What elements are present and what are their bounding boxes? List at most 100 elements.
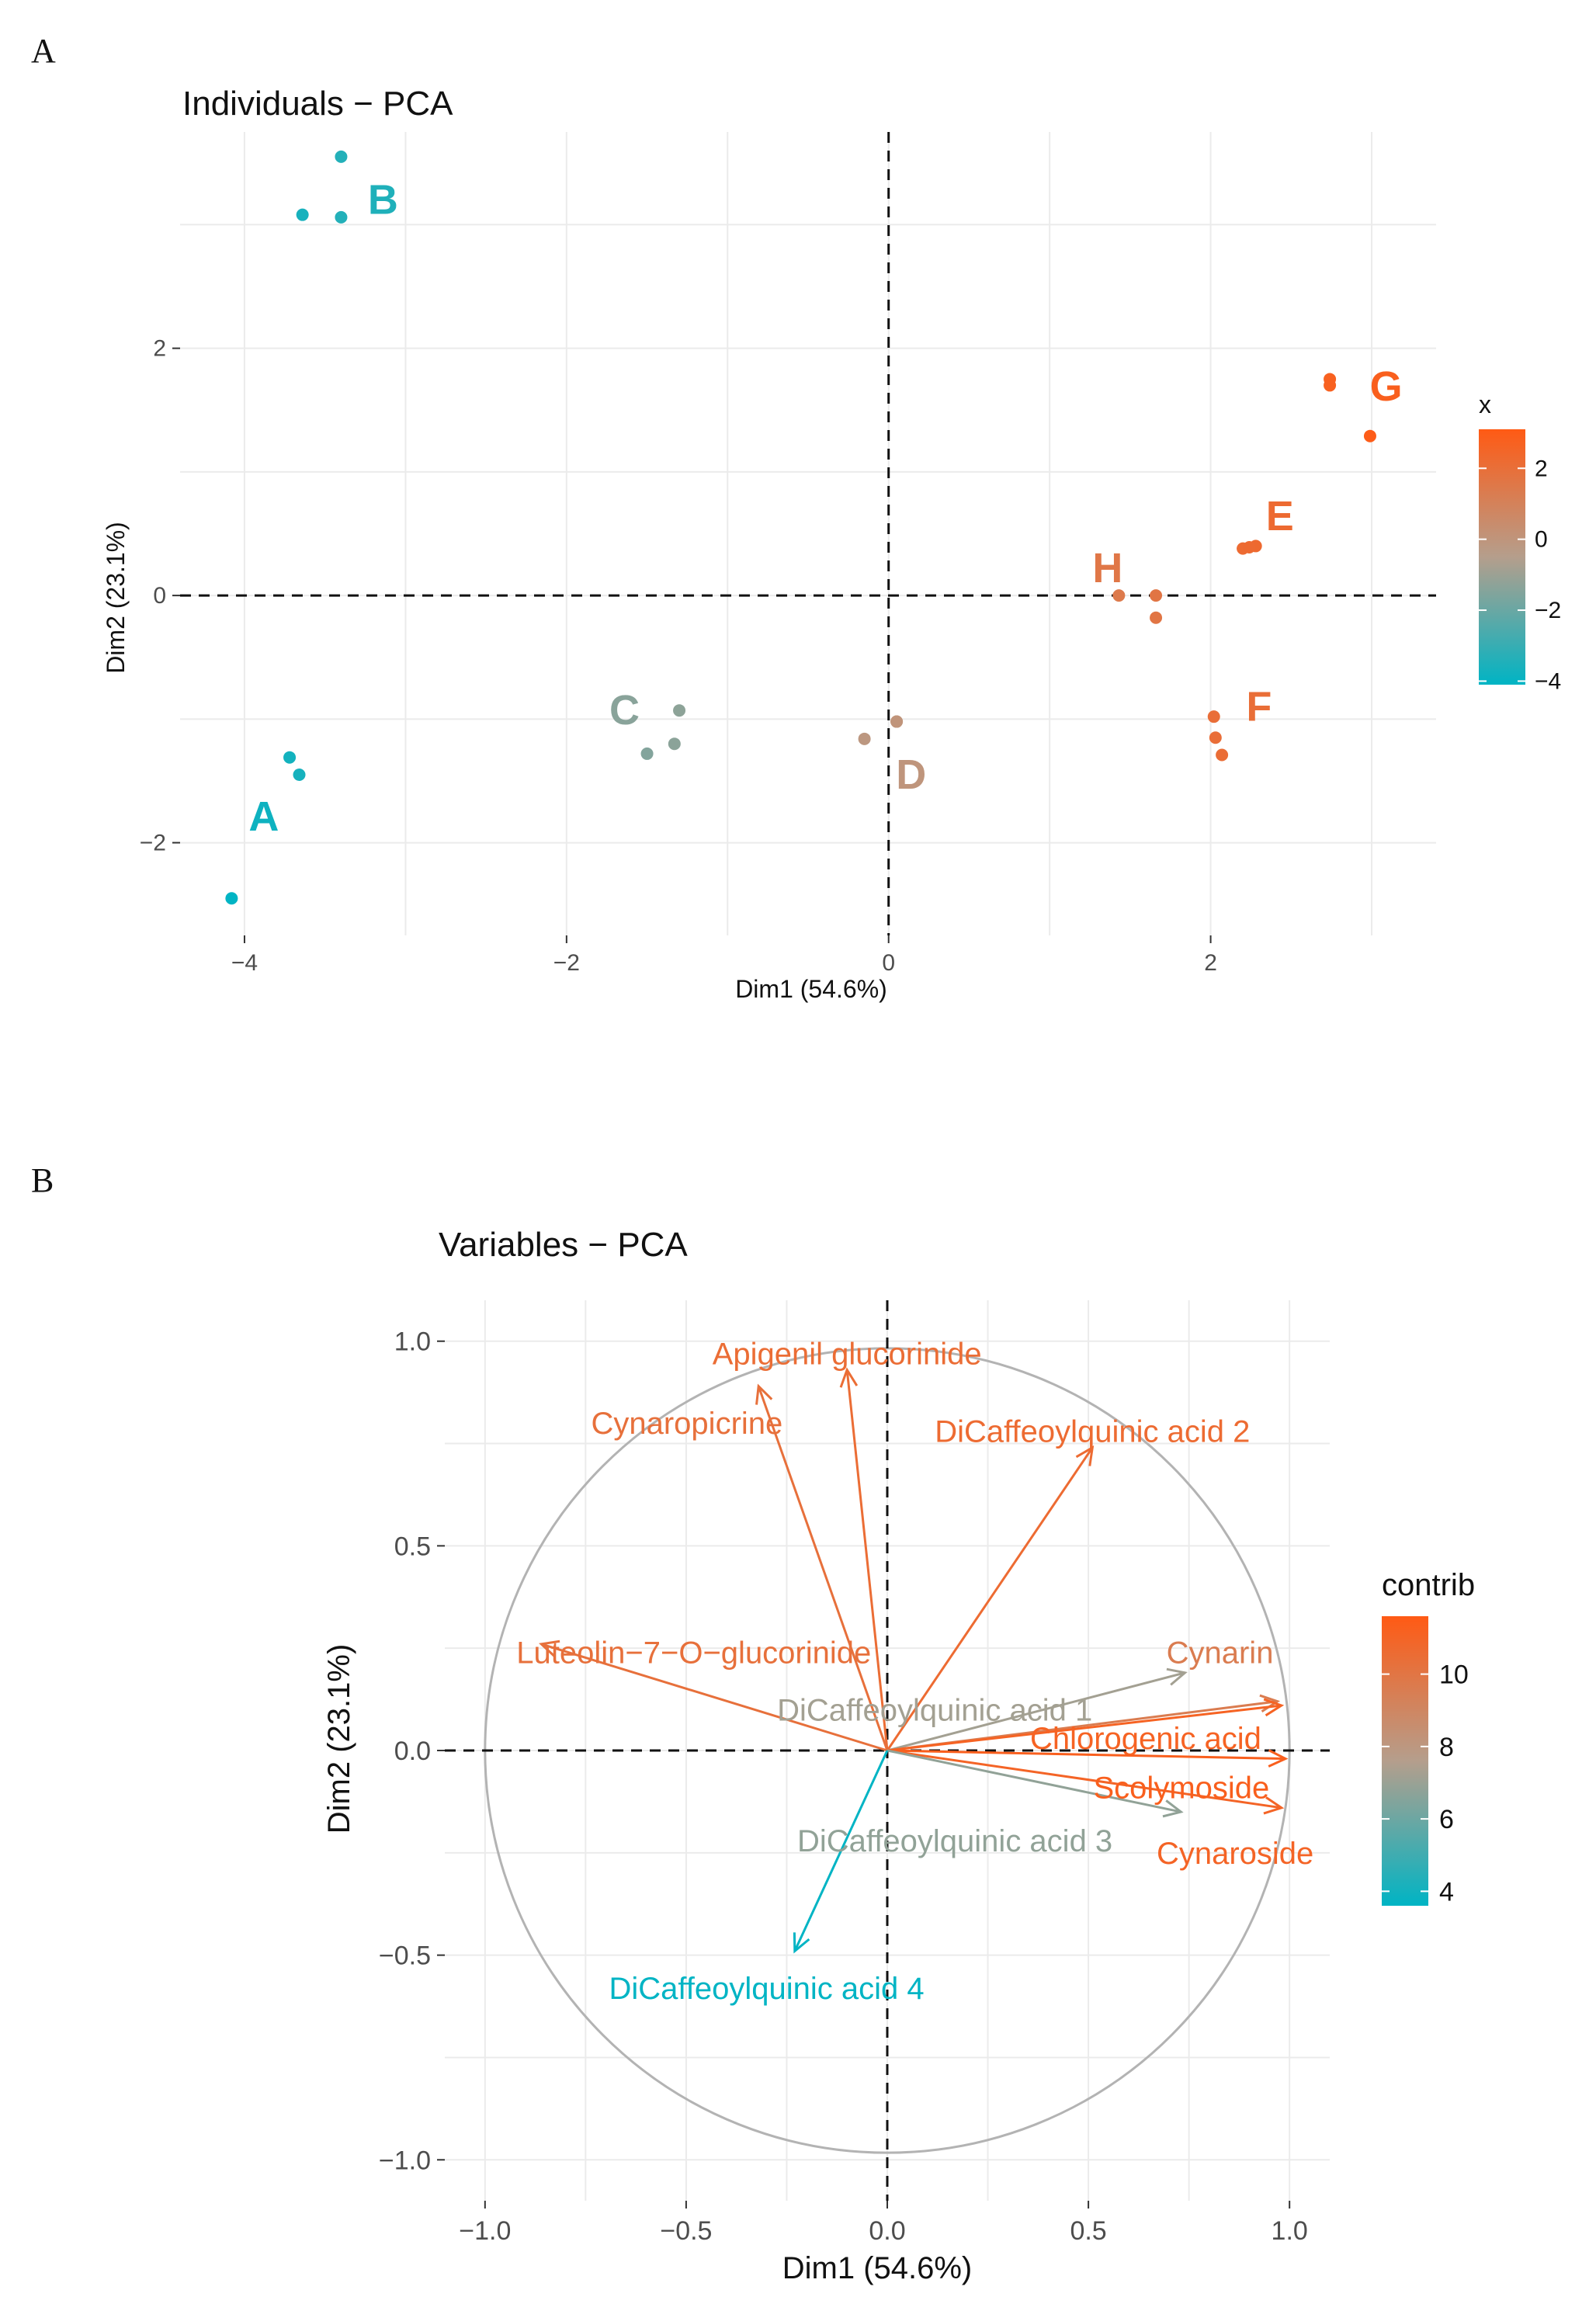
point-g-2 [1324, 379, 1337, 392]
point-a-2 [293, 769, 306, 781]
chart-a-group-labels: A B C D E F G H [248, 177, 1402, 841]
chart-a-x-axis-label: Dim1 (54.6%) [735, 975, 887, 1003]
arrow-head-dicaffeoylquinic-acid-4 [793, 1932, 810, 1954]
variables-pca-chart: Variables − PCA −1.0 −0.5 0.0 0.5 1.0 1.0 0.5 0… [322, 1226, 1475, 2285]
chart-b-x-axis-label: Dim1 (54.6%) [782, 2251, 973, 2285]
x-tick-label: −0.5 [660, 2216, 712, 2246]
point-h-1 [1112, 589, 1126, 602]
arrow-shaft-scolymoside [886, 1749, 1286, 1761]
individuals-pca-chart: Individuals − PCA −4 −2 0 2 −2 0 2 A B C D E F G H Di… [102, 85, 1561, 1003]
point-f-3 [1216, 748, 1229, 762]
group-label-f: F [1246, 683, 1272, 730]
arrow-shaft-dicaffeoylquinic-acid-2 [886, 1446, 1094, 1751]
legend-b-tick-label: 10 [1439, 1660, 1469, 1690]
point-b-2 [296, 208, 309, 221]
y-tick-label: −2 [140, 831, 166, 856]
label-dicaffeoylquinic-acid-3: DiCaffeoylquinic acid 3 [797, 1824, 1112, 1858]
y-tick-label: 1.0 [394, 1327, 431, 1357]
chart-b-variable-arrows [539, 1367, 1289, 1954]
chart-a-gridlines [180, 132, 1436, 935]
x-tick-label: −4 [231, 950, 258, 976]
label-chlorogenic-acid: Chlorogenic acid [1030, 1722, 1261, 1756]
legend-b-colorbar [1382, 1616, 1428, 1906]
arrow-head-chlorogenic-acid [1263, 1698, 1285, 1717]
y-tick-label: 0.5 [394, 1532, 431, 1561]
arrow-head-dicaffeoylquinic-acid-3 [1162, 1799, 1184, 1818]
chart-b-color-legend: contrib 10 8 6 4 [1382, 1568, 1475, 1907]
chart-a-legend-title: x [1479, 390, 1491, 418]
legend-a-tick-label: 2 [1535, 456, 1548, 481]
point-b-3 [335, 210, 348, 224]
group-label-g: G [1370, 363, 1403, 410]
point-f-1 [1207, 710, 1220, 723]
point-e-3 [1243, 541, 1256, 554]
legend-a-tick-label: 0 [1535, 527, 1548, 553]
label-apigenil-glucorinide: Apigenil glucorinide [713, 1338, 982, 1372]
y-tick-label: −0.5 [379, 1941, 431, 1971]
legend-b-tick-label: 6 [1439, 1805, 1454, 1834]
x-tick-label: 0.5 [1070, 2216, 1106, 2246]
arrow-head-scolymoside [1268, 1749, 1289, 1768]
label-scolymoside: Scolymoside [1094, 1771, 1270, 1805]
chart-a-y-axis-label: Dim2 (23.1%) [102, 522, 130, 674]
label-dicaffeoylquinic-acid-2: DiCaffeoylquinic acid 2 [935, 1415, 1250, 1449]
label-cynaroside: Cynaroside [1157, 1837, 1313, 1871]
x-tick-label: −1.0 [459, 2216, 511, 2246]
x-tick-label: 2 [1204, 950, 1217, 976]
arrow-head-luteolin-7-o-glucorinide [539, 1639, 560, 1658]
chart-a-axes: −4 −2 0 2 −2 0 2 [140, 132, 1436, 976]
arrow-shaft-cynaropicrine [757, 1386, 889, 1751]
arrow-shaft-luteolin-7-o-glucorinide [540, 1643, 888, 1752]
point-a-3 [225, 892, 238, 905]
panel-a-letter: A [31, 32, 56, 70]
chart-b-variable-labels: Apigenil glucorinide Cynaropicrine DiCaffe… [516, 1338, 1313, 2006]
arrow-shaft-chlorogenic-acid [886, 1704, 1282, 1752]
x-tick-label: −2 [553, 950, 580, 976]
chart-b-legend-title: contrib [1382, 1568, 1475, 1602]
y-tick-label: 0 [153, 583, 166, 609]
point-h-3 [1150, 611, 1163, 624]
point-d-3 [890, 715, 904, 728]
arrow-shaft-dicaffeoylquinic-acid-1 [886, 1671, 1185, 1752]
arrow-shaft-apigenil-glucorinide [845, 1369, 889, 1751]
legend-a-colorbar [1479, 429, 1525, 685]
arrow-shaft-dicaffeoylquinic-acid-3 [886, 1749, 1181, 1813]
y-tick-label: 0.0 [394, 1737, 431, 1766]
point-c-2 [668, 737, 681, 751]
label-dicaffeoylquinic-acid-1: DiCaffeoylquinic acid 1 [777, 1693, 1092, 1727]
point-f-2 [1209, 731, 1222, 744]
point-d-2 [858, 732, 871, 745]
label-cynaropicrine: Cynaropicrine [591, 1407, 782, 1441]
group-label-a: A [248, 793, 279, 840]
legend-a-tick-label: −4 [1535, 668, 1561, 694]
x-tick-label: 1.0 [1272, 2216, 1308, 2246]
y-tick-label: −1.0 [379, 2146, 431, 2175]
legend-b-tick-label: 8 [1439, 1733, 1454, 1762]
legend-a-tick-label: −2 [1535, 598, 1561, 623]
arrow-head-apigenil-glucorinide [839, 1367, 859, 1388]
chart-a-title: Individuals − PCA [182, 85, 453, 123]
point-c-1 [673, 704, 686, 717]
label-dicaffeoylquinic-acid-4: DiCaffeoylquinic acid 4 [609, 1972, 924, 2006]
point-b-1 [335, 150, 348, 163]
group-label-d: D [896, 751, 926, 798]
chart-a-color-legend: x 2 0 −2 −4 [1479, 390, 1561, 694]
x-tick-label: 0 [882, 950, 895, 976]
chart-a-points [225, 150, 1376, 905]
arrow-head-dicaffeoylquinic-acid-2 [1075, 1445, 1095, 1466]
point-a-1 [283, 751, 297, 764]
x-tick-label: 0.0 [869, 2216, 905, 2246]
arrow-shaft-cynaroside [886, 1749, 1282, 1809]
group-label-e: E [1266, 493, 1294, 540]
label-luteolin-7-o-glucorinide: Luteolin−7−O−glucorinide [516, 1636, 871, 1670]
chart-b-title: Variables − PCA [439, 1226, 688, 1264]
y-tick-label: 2 [153, 336, 166, 362]
point-g-3 [1363, 429, 1376, 442]
group-label-h: H [1092, 545, 1122, 592]
arrow-head-dicaffeoylquinic-acid-1 [1166, 1667, 1188, 1686]
group-label-c: C [609, 687, 640, 734]
group-label-b: B [368, 177, 398, 224]
legend-b-tick-label: 4 [1439, 1877, 1454, 1907]
chart-b-y-axis-label: Dim2 (23.1%) [322, 1644, 356, 1834]
